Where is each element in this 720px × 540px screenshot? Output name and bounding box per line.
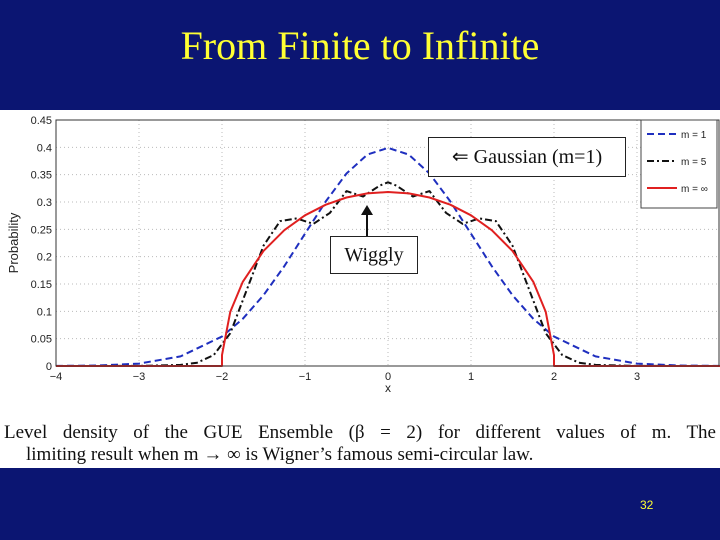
caption-line-2: limiting result when m → ∞ is Wigner’s f… [26,444,534,465]
y-tick-label: 0.45 [31,115,52,127]
y-tick-label: 0.1 [37,306,52,318]
legend-label: m = 5 [681,157,707,168]
probability-chart: 0 0.05 0.1 0.15 0.2 0.25 0.3 0.35 0.4 0.45 −4 −3 −2 −… [6,115,720,395]
x-tick-label: 0 [385,371,391,383]
plot-frame [55,119,720,367]
x-tick-label: −3 [133,371,146,383]
figure-caption: Level density of the GUE Ensemble (β = 2… [4,422,716,466]
legend: m = 1 m = 5 m = ∞ [640,119,718,209]
wiggly-annotation: Wiggly [330,236,418,274]
x-tick-label: −4 [50,371,63,383]
legend-label: m = ∞ [681,184,708,195]
x-tick-label: 3 [634,371,640,383]
y-tick-label: 0 [46,361,52,373]
series-line-1 [55,146,720,367]
legend-label: m = 1 [681,130,707,141]
gaussian-annotation: ⇐ Gaussian (m=1) [428,137,626,177]
y-tick-label: 0.25 [31,224,52,236]
series-lines [55,146,720,367]
x-tick-label: 1 [468,371,474,383]
y-axis-label: Probability [6,212,21,273]
x-tick-label: 2 [551,371,557,383]
slide-title: From Finite to Infinite [180,23,540,68]
x-tick-label: −2 [216,371,229,383]
y-tick-label: 0.15 [31,279,52,291]
caption-line-1: Level density of the GUE Ensemble (β = 2… [4,422,716,443]
y-tick-label: 0.4 [37,142,52,154]
y-tick-label: 0.2 [37,252,52,264]
series-line-2 [55,181,720,367]
axes: 0 0.05 0.1 0.15 0.2 0.25 0.3 0.35 0.4 0.45 −4 −3 −2 −… [6,115,720,395]
page-number: 32 [640,498,654,512]
series-line-3 [56,191,720,367]
y-tick-label: 0.35 [31,170,52,182]
x-tick-label: −1 [299,371,312,383]
y-tick-label: 0.3 [37,197,52,209]
wiggly-arrow-head [361,205,373,215]
x-axis-label: x [385,381,391,395]
y-tick-label: 0.05 [31,334,52,346]
